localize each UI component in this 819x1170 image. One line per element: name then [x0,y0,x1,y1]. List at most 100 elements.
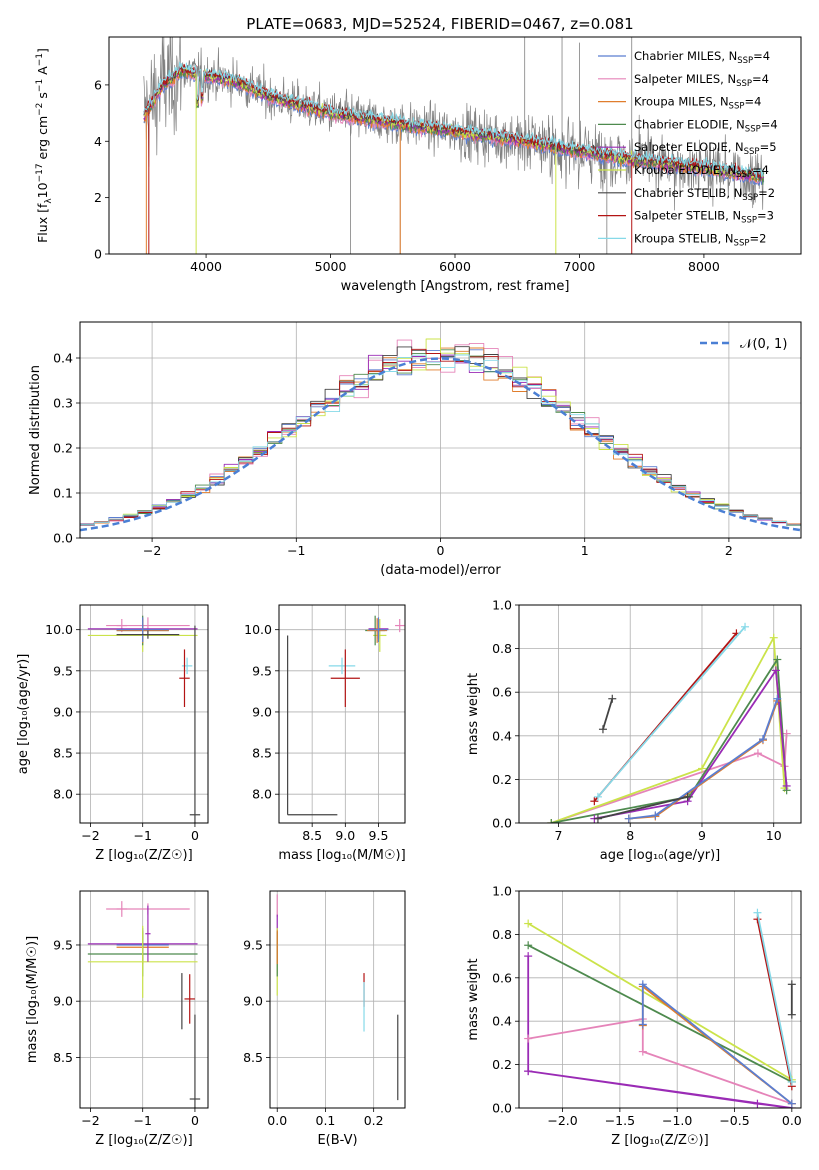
series-marker-salp_elodie [782,781,791,790]
legend-label-base: Kroupa MILES, N [634,95,729,109]
y-axis-label: mass [log₁₀(M/M☉)] [25,936,40,1063]
errorbar-point-krou_elodie [87,925,198,998]
x-axis-label: (data-model)/error [380,563,501,578]
legend-label-tail: =4 [752,163,769,177]
legend-label-base: Kroupa ELODIE, N [634,163,736,177]
axes-frame [79,604,209,824]
plot-area-residuals [80,338,801,532]
axes-spectrum: 4000 5000 6000 7000 8000 0 2 4 6 wavelength [Angs… [35,36,802,294]
legend-label-base: Chabrier STELIB, N [634,186,742,200]
series-marker-chab_stelib [787,1010,796,1019]
series-marker-chab_stelib [608,694,617,703]
y-tick-label: 8.5 [53,1050,73,1065]
axes-frame [79,321,802,539]
x-tick-label: 8.5 [302,828,322,843]
chart-title: PLATE=0683, MJD=52524, FIBERID=0467, z=0… [246,15,633,33]
x-axis-label: Z [log₁₀(Z/Z☉)] [95,848,192,863]
x-tick-label: 0 [437,543,445,558]
series-marker-chab_miles [638,1020,647,1029]
series-marker-salp_stelib [590,797,599,806]
y-tick-label: 0.2 [492,1057,512,1072]
x-tick-label: 9.0 [335,828,355,843]
axes-frame [518,604,802,824]
y-tick-label: 1.0 [492,884,512,899]
legend-label-base: Chabrier ELODIE, N [634,117,745,131]
axes-frame [269,890,406,1109]
series-line-salp_elodie [527,956,793,1108]
y-tick-label: 9.5 [53,663,73,678]
plot-area-mass_vs_Z [87,901,201,1108]
axes-mass_vs_Z: −2 −1 0 8.5 9.0 9.5 Z [log₁₀(Z/Z☉)] mass [log₁₀… [25,890,209,1148]
series-marker-chab_miles [787,1099,796,1108]
x-tick-label: 5000 [315,259,347,274]
y-tick-label: 1.0 [492,598,512,613]
histogram-krou_stelib [80,354,801,528]
axes-mw_vs_Z: −2.0 −1.5 −1.0 −0.5 0.0 0.0 0.2 0.4 0.6 0.8 1.0 Z [… [466,884,802,1149]
y-tick-label: 10.0 [244,622,272,637]
y-tick-label: 0.0 [492,1101,512,1116]
y-tick-label: 0 [94,247,102,262]
series-marker-krou_elodie [697,764,706,773]
y-tick-label: 10.0 [45,622,73,637]
x-tick-label: 9 [698,828,706,843]
x-tick-label: 4000 [190,259,222,274]
series-marker-chab_stelib [787,980,796,989]
errorbar-point-chab_stelib [189,625,201,823]
legend-label-tail: =3 [757,209,774,223]
x-tick-label: 7 [554,828,562,843]
y-axis-label: mass weight [466,673,481,755]
series-line-salp_stelib [756,919,793,1087]
series-marker-chab_elodie [773,655,782,664]
y-tick-label: 0.3 [53,396,73,411]
x-tick-label: 2 [725,543,733,558]
normal-curve [80,357,801,532]
series-marker-salp_elodie [524,1067,533,1076]
axes-frame [278,604,406,824]
series-line-chab_elodie [527,944,793,1083]
model-spectrum-salp_stelib [143,63,765,178]
series-line-salp_miles [528,1018,793,1105]
legend-label-sub: SSP [744,147,760,157]
y-label-part: A [35,66,50,79]
series-marker-krou_stelib [741,622,750,631]
legend-label-tail: =4 [752,72,769,86]
legend-label-sub: SSP [742,193,758,203]
legend-label-tail: =4 [761,117,778,131]
series-marker-chab_miles [651,811,660,820]
series-line-salp_miles [551,733,788,823]
series-marker-salp_miles [524,1034,533,1043]
x-axis-label: Z [log₁₀(Z/Z☉)] [95,1133,192,1148]
y-tick-label: 0.0 [53,531,73,546]
model-spectrum-krou_stelib [143,61,765,178]
y-label-part: λ [44,198,54,204]
plot-area-mw_vs_age [547,622,791,823]
errorbar-point-krou_miles [367,618,388,643]
x-tick-label: −2 [143,543,161,558]
y-tick-label: 0.1 [53,486,73,501]
y-tick-label: 0.8 [492,641,512,656]
axes-mw_vs_age: 7 8 9 10 0.0 0.2 0.4 0.6 0.8 1.0 age [log₁₀(age/yr… [466,598,802,863]
y-tick-label: 8.0 [53,787,73,802]
axes-frame [79,890,209,1109]
grid-age_vs_Z [80,605,208,823]
x-tick-label: −2.0 [547,1113,577,1128]
x-tick-label: 8 [626,828,634,843]
legend-label-chab_stelib: Chabrier STELIB, NSSP=2 [634,186,775,203]
series-marker-salp_elodie [753,1099,762,1108]
plot-area-age_vs_Z [87,615,201,823]
y-tick-label: 2 [94,190,102,205]
legend-label-base: Salpeter STELIB, N [634,209,741,223]
y-tick-label: 0.0 [492,816,512,831]
series-marker-chab_stelib [683,792,692,801]
series-marker-chab_miles [624,814,633,823]
y-tick-label: 6 [94,77,102,92]
x-tick-label: 1 [581,543,589,558]
y-tick-label: 9.0 [243,994,263,1009]
legend-label-tail: =4 [753,49,770,63]
y-tick-label: 0.4 [492,728,512,743]
legend-label-krou_elodie: Kroupa ELODIE, NSSP=4 [634,163,769,180]
errorbar-point-krou_stelib [181,657,193,675]
legend-label-chab_miles: Chabrier MILES, NSSP=4 [634,49,770,66]
